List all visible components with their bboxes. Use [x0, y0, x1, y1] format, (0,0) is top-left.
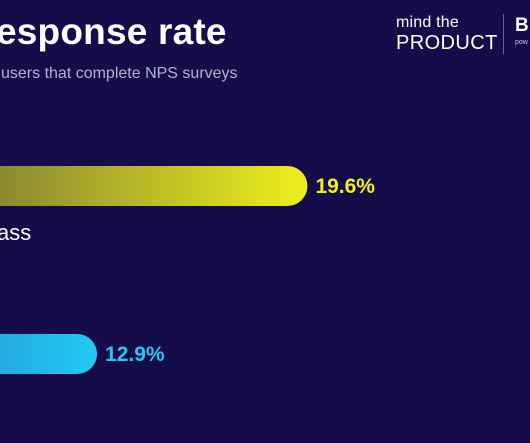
logo-divider: [503, 14, 504, 54]
partner-logo-mark: B: [515, 15, 529, 36]
bar-1: [0, 166, 308, 206]
bar-2: [0, 334, 98, 374]
bar-value-label-2: 12.9%: [105, 343, 165, 366]
logo-line-2: PRODUCT: [396, 32, 498, 54]
chart-title: esponse rate: [0, 11, 227, 52]
chart-subtitle: users that complete NPS surveys: [1, 65, 238, 82]
bar-value-label-1: 19.6%: [315, 175, 375, 198]
logo-line-1: mind the: [396, 14, 459, 31]
partner-logo-tagline: pow: [515, 39, 528, 46]
partner-logo: B pow: [515, 16, 529, 46]
mind-the-product-logo: mind the PRODUCT: [396, 14, 498, 54]
category-label-1: ass: [0, 220, 31, 245]
